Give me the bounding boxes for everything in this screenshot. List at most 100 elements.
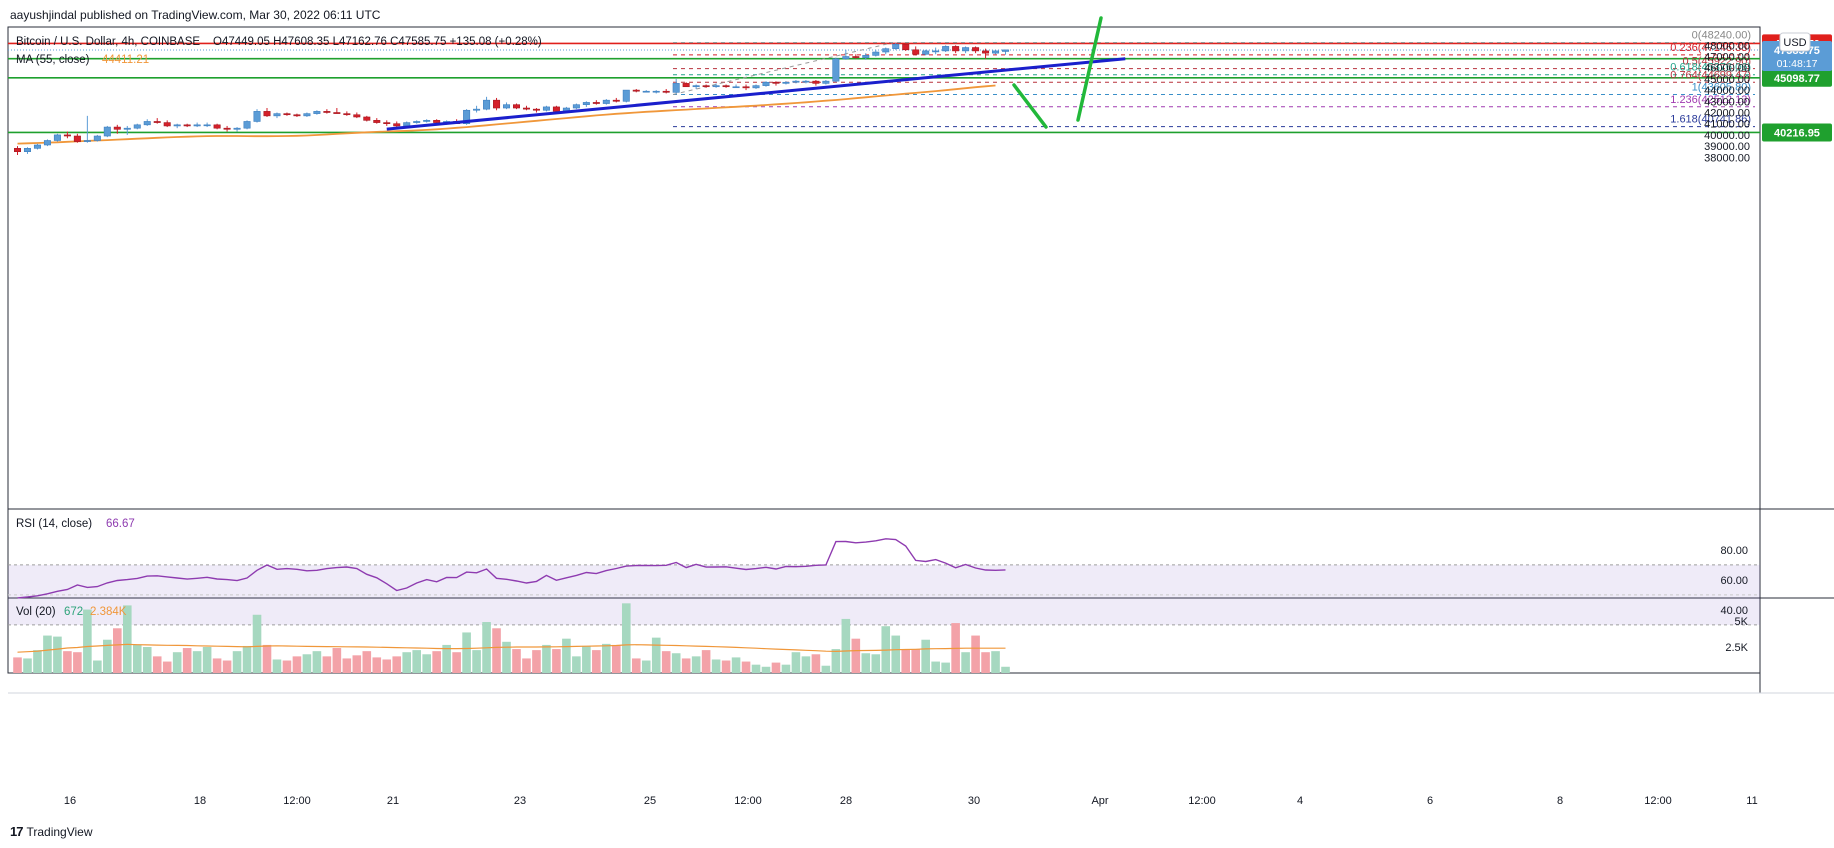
volume-bar [671,653,681,673]
volume-bar [701,650,711,673]
rsi-pane[interactable]: RSI (14, close) 66.67 [8,518,1760,626]
currency-badge-frame[interactable] [1779,32,1811,52]
candle-body [652,90,660,93]
candle-body [163,122,171,127]
volume-bar [602,643,611,673]
candle-body [822,80,830,84]
volume-bar [172,652,182,673]
fib-diagonal-line [672,42,894,96]
volume-ma-line [17,643,1006,653]
currency-badge[interactable]: USD [1783,37,1806,49]
candle-body [483,99,491,110]
candle-body [283,113,291,116]
volume-bar [142,647,152,673]
candle-body [433,120,441,123]
fib-level-label: 0.618(45376.06) [1670,62,1751,74]
candle-body [802,80,810,83]
volume-bar [631,658,641,673]
price-tag: 45098.77 [1774,73,1820,85]
candle-body [782,81,790,84]
candle-body [473,108,481,111]
candle-body [313,111,321,114]
volume-ma-value: 2.384K [90,606,127,618]
price-axis-label: 38000.00 [1704,152,1750,164]
volume-bar [981,652,990,673]
volume-bar [192,651,202,673]
volume-bar [532,650,541,673]
candle-body [972,47,980,52]
x-tick-label: 12:00 [1644,795,1672,807]
candle-body [263,111,271,117]
volume-bar [542,644,551,673]
candle-body [353,114,361,118]
volume-bar [83,609,92,673]
candle-body [982,50,990,54]
axis-layer[interactable]: 16 18 12:00 21 23 25 12:00 28 30 Apr 12:00 4 6 8 12:00… [64,34,1832,807]
tradingview-logo[interactable]: 17 TradingView [10,824,93,839]
volume-bar [53,636,62,673]
candle-body [632,89,640,92]
rsi-axis-label: 60.00 [1720,575,1748,587]
price-axis-label: 43000.00 [1704,96,1750,108]
volume-bar [492,628,501,673]
x-tick-label: 23 [514,795,526,807]
candle-body [463,109,471,125]
fib-level-label: 0.5(45922.90) [1683,56,1752,68]
candle-body [592,102,600,104]
candle-body [522,107,530,110]
volume-bar [891,635,901,673]
volume-bar [422,654,431,673]
volume-bar [442,644,451,673]
candle-body [503,104,511,109]
candle-body [83,140,91,142]
support-trendline [386,57,1126,131]
volume-bar [1001,666,1010,673]
volume-bar [262,644,272,673]
candle-body [902,43,910,51]
volume-bar [841,618,851,673]
volume-bar [721,660,731,673]
x-tick-label: 4 [1297,795,1303,807]
candle-body [712,85,720,88]
candle-body [14,148,22,152]
x-tick-label: 30 [968,795,980,807]
price-axis-label: 44000.00 [1704,85,1750,97]
volume-axis-label: 2.5K [1725,642,1748,654]
candle-body [363,116,371,121]
price-pane[interactable]: 0(48240.00)0.236(47146.33) 0.5(45922.90)0… [8,16,1760,156]
tradingview-mark-icon: 17 [10,824,24,839]
volume-bar [821,665,831,673]
volume-bar [941,662,950,673]
volume-pane[interactable]: Vol (20) 672 2.384K [13,603,1010,673]
volume-bar [342,658,352,673]
volume-bar [23,658,32,673]
volume-bar [272,659,282,673]
candle-body [542,106,550,111]
volume-bar [103,639,112,673]
volume-bar [592,650,601,673]
volume-bar [472,650,481,673]
volume-bar [731,657,741,673]
candle-body [173,124,181,127]
countdown-tag: 01:48:17 [1777,58,1818,70]
candle-body [423,120,431,122]
volume-bar [801,656,811,673]
candle-body [912,49,920,55]
candle-body [1002,49,1010,52]
candle-body [922,50,930,55]
candle-body [333,112,341,114]
volume-bar [322,656,332,673]
volume-bar [961,652,970,673]
volume-bar [921,639,930,673]
fib-level-label: 1.618(40741.86) [1670,114,1751,126]
candle-body [672,83,680,93]
volume-bar [292,656,302,673]
candle-body [133,124,141,129]
candle-body [203,124,211,127]
fib-level-label: 0.236(47146.33) [1670,42,1751,54]
volume-bar [312,651,322,673]
volume-bar [152,656,162,673]
volume-bar [302,654,312,673]
up-arrow-stroke [1076,16,1103,122]
